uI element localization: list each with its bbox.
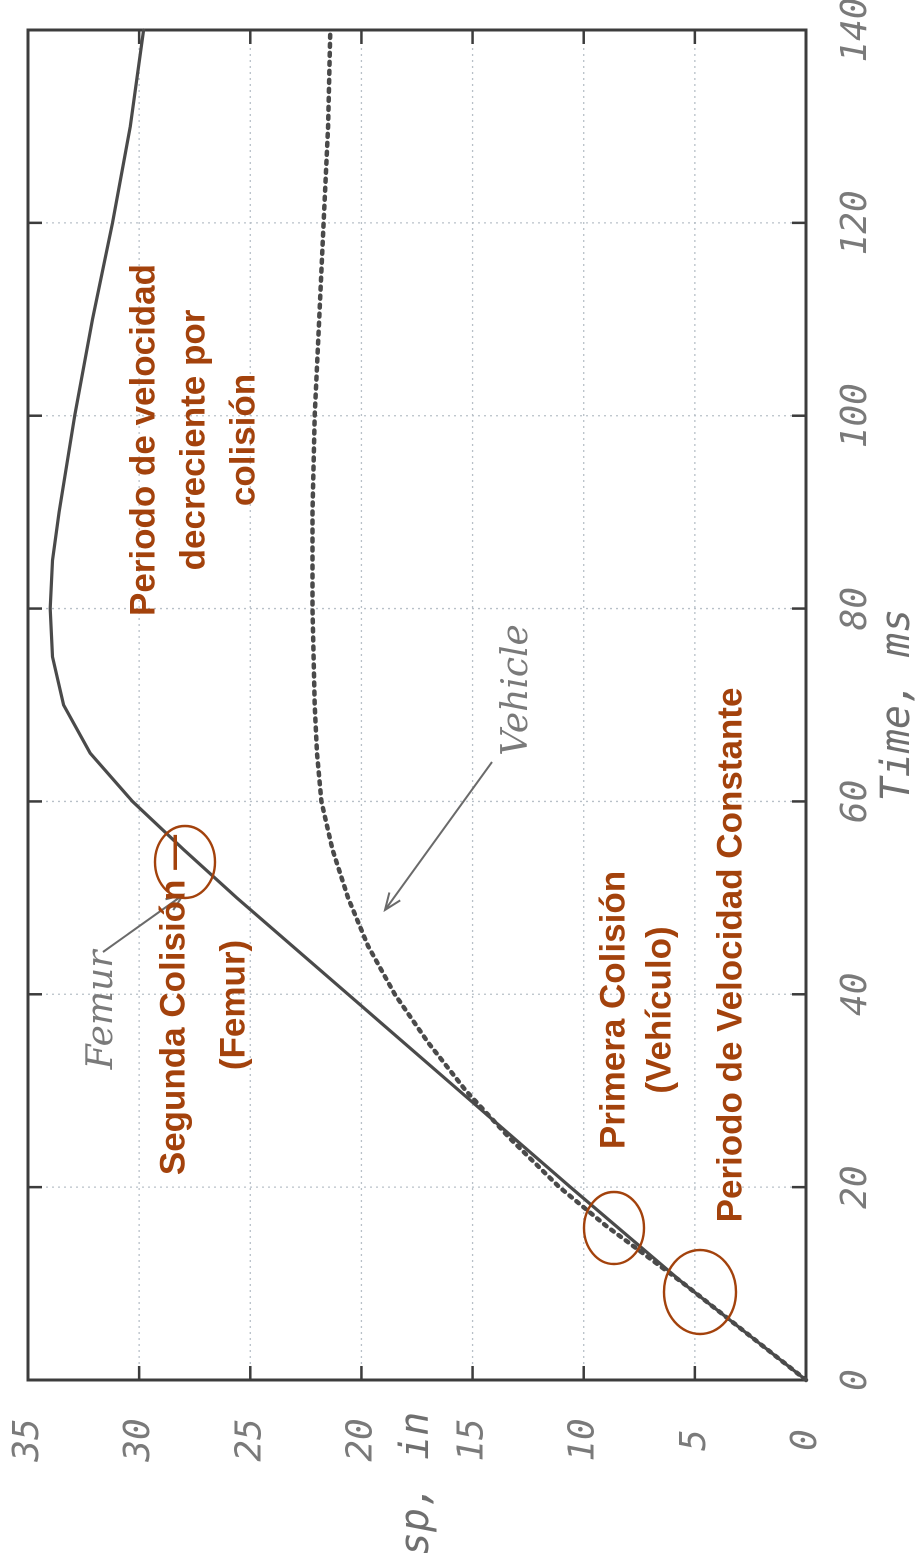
disp-tick-label: 10 [562, 1418, 603, 1461]
annotation-text: (Femur) [213, 940, 252, 1070]
series-line-vehicle [310, 27, 809, 1383]
femur-pointer-arrowhead [165, 893, 186, 911]
time-tick-label: 120 [834, 190, 875, 255]
axis-ticks [26, 28, 808, 1382]
annotation-circle [662, 1248, 738, 1336]
annotation-circle [153, 824, 217, 900]
y-axis-title: Disp, in [392, 1412, 438, 1553]
time-tick-label: 140 [834, 0, 875, 63]
disp-tick-label: 30 [117, 1418, 158, 1462]
text-labels: 0 20 40 60 80 100 120 140 0 5 10 15 20 25 30 35 Time, ms… [6, 0, 919, 1553]
series-label-femur: Femur [80, 949, 121, 1071]
time-tick-label: 0 [834, 1369, 875, 1391]
annotation-text: Periodo de Velocidad Constante [710, 688, 749, 1223]
time-tick-label: 20 [834, 1165, 875, 1208]
annotation-text: decreciente por [173, 309, 212, 570]
annotation-text: (Vehículo) [639, 926, 678, 1093]
femur-pointer-line [102, 894, 184, 953]
annotation-text: Primera Colisión [593, 871, 632, 1149]
disp-tick-label: 20 [339, 1418, 380, 1461]
plot-frame [26, 28, 808, 1382]
annotation-text: Periodo de velocidad [123, 264, 162, 616]
series-line-femur [48, 28, 808, 1382]
disp-tick-label: 0 [784, 1429, 825, 1451]
disp-tick-label: 15 [451, 1418, 492, 1461]
vehicle-pointer-arrowhead [383, 892, 401, 913]
x-axis-title: Time, ms [873, 609, 919, 802]
annotation-circle [582, 1190, 646, 1266]
disp-tick-label: 25 [228, 1418, 269, 1461]
series-label-vehicle: Vehicle [495, 624, 536, 756]
annotation-text: Segunda Colisión — [153, 835, 192, 1175]
series-lines [48, 27, 809, 1383]
time-tick-label: 40 [834, 973, 875, 1016]
time-tick-label: 60 [834, 780, 875, 823]
vehicle-pointer-line [384, 761, 493, 911]
time-tick-label: 80 [834, 587, 875, 630]
grid-lines [28, 30, 806, 1380]
annotations: Periodo de velocidad decreciente por colis… [123, 264, 749, 1336]
disp-tick-label: 35 [6, 1418, 47, 1462]
disp-tick-label: 5 [673, 1429, 714, 1451]
time-tick-label: 100 [834, 383, 875, 448]
annotation-text: colisión [223, 374, 262, 506]
